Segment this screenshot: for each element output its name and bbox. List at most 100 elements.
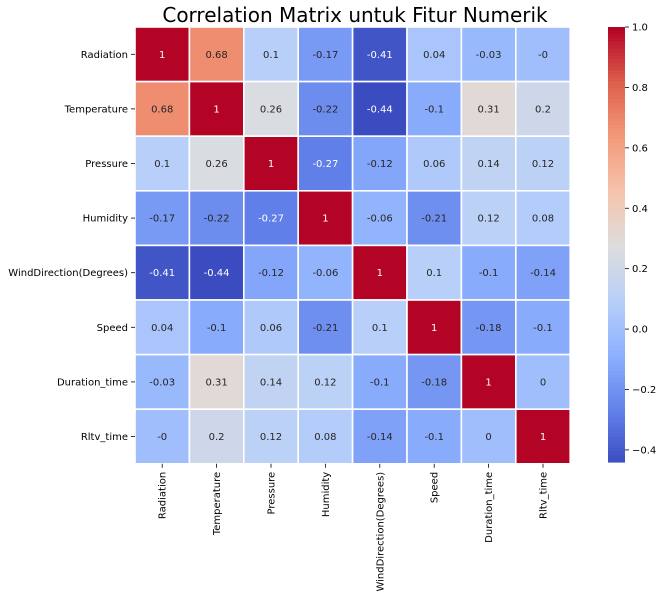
colorbar-segment	[608, 342, 625, 347]
colorbar-segment	[608, 204, 625, 209]
colorbar-segment	[608, 411, 625, 416]
colorbar-segment	[608, 367, 625, 372]
colorbar-segment	[608, 458, 625, 463]
colorbar-segment	[608, 291, 625, 296]
colorbar-segment	[608, 146, 625, 151]
colorbar-segment	[608, 99, 625, 104]
colorbar-tick-label: 0.4	[632, 204, 648, 215]
cell-value-label: 0	[540, 377, 546, 388]
colorbar-segment	[608, 161, 625, 166]
cell-value-label: -0.03	[476, 50, 502, 61]
heatmap-cell-speed-winddirection-degrees	[351, 299, 408, 356]
colorbar-segment	[608, 349, 625, 354]
colorbar-tick-label: 0.6	[632, 143, 648, 154]
colorbar-segment	[608, 317, 625, 322]
x-tick-label-rltv-time: Rltv_time	[539, 472, 550, 519]
colorbar-segment	[608, 331, 625, 336]
cell-value-label: 0.04	[423, 50, 445, 61]
cell-value-label: -0.17	[312, 50, 338, 61]
heatmap-cell-duration-time-winddirection-degrees	[351, 353, 408, 411]
heatmap-cell-humidity-duration-time	[460, 190, 517, 247]
colorbar-segment	[608, 313, 625, 318]
cell-value-label: 0.12	[477, 214, 499, 225]
colorbar-segment	[608, 396, 625, 401]
colorbar-segment	[608, 226, 625, 231]
heatmap-cell-temperature-humidity	[297, 80, 354, 137]
colorbar-segment	[608, 266, 625, 271]
x-tick-label-humidity: Humidity	[321, 472, 332, 517]
colorbar-segment	[608, 436, 625, 441]
colorbar-segment	[608, 30, 625, 35]
colorbar-segment	[608, 222, 625, 227]
colorbar-segment	[608, 27, 625, 32]
x-tick-label-temperature: Temperature	[212, 472, 223, 536]
colorbar-segment	[608, 103, 625, 108]
colorbar-segment	[608, 414, 625, 420]
colorbar: 1.0 0.8 0.6 0.4 0.2 0.0 −0.2 −0.4	[608, 23, 656, 463]
colorbar-segment	[608, 422, 625, 427]
colorbar-segment	[608, 70, 625, 75]
heatmap-cell-pressure-winddirection-degrees	[351, 135, 408, 192]
colorbar-segment	[608, 433, 625, 438]
colorbar-segment	[608, 378, 625, 383]
colorbar-segment	[608, 324, 625, 329]
x-tick-label-pressure: Pressure	[267, 472, 278, 515]
colorbar-segment	[608, 309, 625, 314]
colorbar-segment	[608, 164, 625, 169]
cell-value-label: -0.1	[424, 104, 444, 115]
x-axis-ticks: Radiation Temperature Pressure Humidity Wind…	[158, 463, 550, 592]
cell-value-label: 0.1	[426, 268, 442, 279]
cell-value-label: -0.44	[204, 268, 230, 279]
cell-value-label: -0.44	[367, 104, 393, 115]
heatmap-cell-radiation-rltv-time	[514, 26, 571, 83]
colorbar-segment	[608, 248, 625, 253]
colorbar-segment	[608, 175, 625, 180]
colorbar-segment	[608, 451, 625, 456]
colorbar-segment	[608, 77, 625, 82]
cell-value-label: -0.06	[367, 214, 393, 225]
colorbar-segment	[608, 95, 625, 101]
y-axis-ticks: Radiation Temperature Pressure Humidity Wind…	[8, 50, 135, 443]
colorbar-segment	[608, 92, 625, 97]
cell-value-label: -0.1	[479, 268, 499, 279]
colorbar-segment	[608, 389, 625, 394]
colorbar-segment	[608, 244, 625, 249]
cell-value-label: -0.03	[149, 377, 175, 388]
colorbar-tick-label: 0.8	[632, 83, 648, 94]
heatmap-cell-duration-time-pressure	[243, 353, 300, 411]
colorbar-segment	[608, 360, 625, 365]
colorbar-segment	[608, 179, 625, 184]
colorbar-segment	[608, 418, 625, 423]
colorbar-segment	[608, 240, 625, 246]
heatmap-cell-temperature-speed	[406, 80, 463, 137]
colorbar-segment	[608, 327, 625, 333]
cell-value-label: -0.06	[312, 268, 338, 279]
heatmap-cell-speed-rltv-time	[514, 299, 571, 356]
heatmap-cells	[134, 26, 571, 465]
cell-value-label: -0.27	[258, 214, 284, 225]
cell-value-label: -0.1	[533, 323, 553, 334]
heatmap-cell-humidity-winddirection-degrees	[351, 190, 408, 247]
colorbar-segment	[608, 382, 625, 387]
colorbar-segment	[608, 139, 625, 144]
heatmap-cell-rltv-time-winddirection-degrees	[351, 408, 408, 465]
cell-value-label: 1	[322, 214, 328, 225]
colorbar-segment	[608, 34, 625, 39]
colorbar-segment	[608, 182, 625, 188]
heatmap-cell-rltv-time-pressure	[243, 408, 300, 465]
cell-value-label: -0.17	[149, 214, 175, 225]
cell-value-label: 1	[159, 50, 165, 61]
colorbar-segment	[608, 124, 625, 130]
colorbar-segment	[608, 135, 625, 140]
heatmap-cell-pressure-rltv-time	[514, 135, 571, 192]
heatmap-cell-duration-time-duration-time	[460, 353, 517, 411]
cell-value-label: -0	[538, 50, 548, 61]
cell-value-label: -0.41	[149, 268, 175, 279]
colorbar-segment	[608, 81, 625, 86]
colorbar-segment	[608, 393, 625, 398]
heatmap-cell-pressure-humidity	[297, 135, 354, 192]
x-tick-label-duration-time: Duration_time	[484, 472, 495, 543]
cell-value-label: 1	[213, 104, 219, 115]
chart-title: Correlation Matrix untuk Fitur Numerik	[162, 3, 548, 27]
